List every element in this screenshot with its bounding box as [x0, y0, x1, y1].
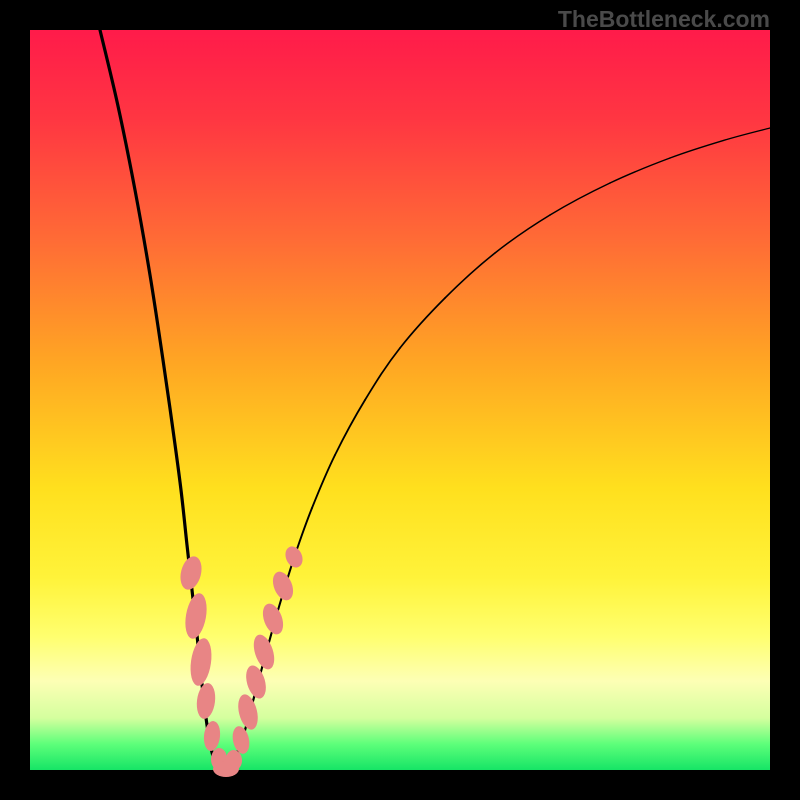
right-curve-segment	[312, 455, 335, 508]
bead	[235, 692, 261, 731]
right-curve-segment	[335, 400, 365, 455]
right-curve	[224, 128, 770, 770]
bead	[177, 554, 205, 592]
right-curve-segment	[495, 215, 550, 253]
curves-layer	[0, 0, 800, 800]
right-curve-segment	[610, 158, 670, 183]
right-curve-segment	[445, 253, 495, 298]
bead	[269, 569, 297, 604]
right-curve-segment	[725, 128, 770, 140]
bead	[202, 720, 221, 752]
bead	[195, 682, 217, 720]
right-curve-segment	[365, 348, 400, 400]
chart-root: TheBottleneck.com	[0, 0, 800, 800]
bead	[259, 601, 287, 637]
right-curve-segment	[400, 298, 445, 348]
bead	[282, 544, 306, 571]
bead	[188, 637, 214, 687]
watermark-text: TheBottleneck.com	[558, 6, 770, 33]
right-curve-segment	[550, 183, 610, 215]
right-curve-segment	[295, 508, 312, 555]
right-curve-segment	[670, 140, 725, 158]
beads-group	[177, 544, 306, 777]
bead	[182, 592, 210, 641]
